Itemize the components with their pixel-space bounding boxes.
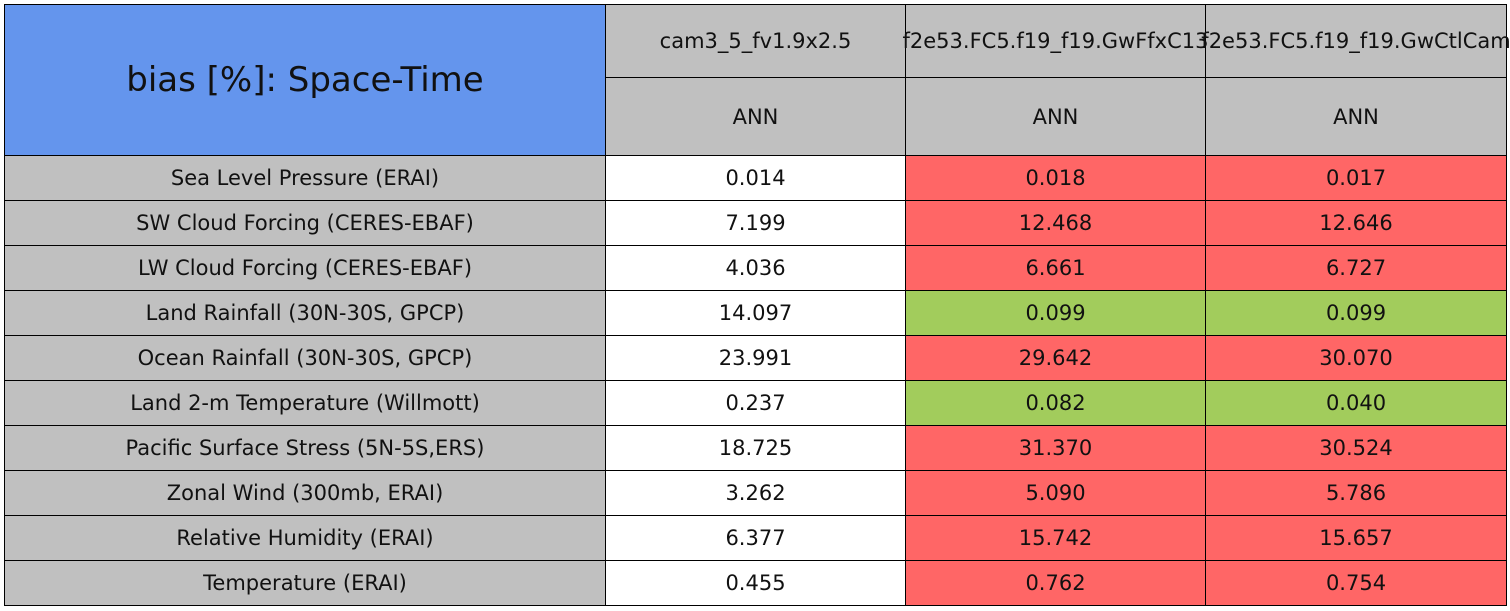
column-header: f2e53.FC5.f19_f19.GwCtlCam bbox=[1201, 29, 1510, 53]
value-cell: 30.524 bbox=[1205, 425, 1507, 471]
column-period: ANN bbox=[905, 77, 1206, 156]
value-cell: 15.742 bbox=[905, 515, 1206, 561]
value-cell: 5.090 bbox=[905, 470, 1206, 516]
value-cell: 31.370 bbox=[905, 425, 1206, 471]
value-cell: 0.082 bbox=[905, 380, 1206, 426]
value-cell: 0.754 bbox=[1205, 560, 1507, 606]
column-header: cam3_5_fv1.9x2.5 bbox=[659, 29, 852, 53]
value-cell: 0.099 bbox=[1205, 290, 1507, 336]
value-cell: 6.727 bbox=[1205, 245, 1507, 291]
row-label: Temperature (ERAI) bbox=[4, 560, 606, 606]
value-cell: 0.455 bbox=[605, 560, 906, 606]
value-cell: 0.014 bbox=[605, 155, 906, 201]
value-cell: 7.199 bbox=[605, 200, 906, 246]
column-header-cell bbox=[905, 4, 1206, 78]
value-cell: 23.991 bbox=[605, 335, 906, 381]
value-cell: 0.099 bbox=[905, 290, 1206, 336]
value-cell: 6.377 bbox=[605, 515, 906, 561]
row-label: Ocean Rainfall (30N-30S, GPCP) bbox=[4, 335, 606, 381]
table-title: bias [%]: Space-Time bbox=[4, 4, 606, 156]
value-cell: 6.661 bbox=[905, 245, 1206, 291]
value-cell: 18.725 bbox=[605, 425, 906, 471]
row-label: Zonal Wind (300mb, ERAI) bbox=[4, 470, 606, 516]
value-cell: 12.646 bbox=[1205, 200, 1507, 246]
column-header: f2e53.FC5.f19_f19.GwFfxC13 bbox=[902, 29, 1209, 53]
value-cell: 4.036 bbox=[605, 245, 906, 291]
row-label: SW Cloud Forcing (CERES-EBAF) bbox=[4, 200, 606, 246]
row-label: Land Rainfall (30N-30S, GPCP) bbox=[4, 290, 606, 336]
value-cell: 5.786 bbox=[1205, 470, 1507, 516]
row-label: LW Cloud Forcing (CERES-EBAF) bbox=[4, 245, 606, 291]
value-cell: 0.017 bbox=[1205, 155, 1507, 201]
row-label: Sea Level Pressure (ERAI) bbox=[4, 155, 606, 201]
value-cell: 0.237 bbox=[605, 380, 906, 426]
value-cell: 30.070 bbox=[1205, 335, 1507, 381]
value-cell: 0.040 bbox=[1205, 380, 1507, 426]
row-label: Land 2-m Temperature (Willmott) bbox=[4, 380, 606, 426]
value-cell: 3.262 bbox=[605, 470, 906, 516]
value-cell: 12.468 bbox=[905, 200, 1206, 246]
row-label: Pacific Surface Stress (5N-5S,ERS) bbox=[4, 425, 606, 471]
column-period: ANN bbox=[1205, 77, 1507, 156]
value-cell: 15.657 bbox=[1205, 515, 1507, 561]
value-cell: 0.018 bbox=[905, 155, 1206, 201]
value-cell: 0.762 bbox=[905, 560, 1206, 606]
row-label: Relative Humidity (ERAI) bbox=[4, 515, 606, 561]
value-cell: 14.097 bbox=[605, 290, 906, 336]
value-cell: 29.642 bbox=[905, 335, 1206, 381]
column-header-cell bbox=[1205, 4, 1507, 78]
column-period: ANN bbox=[605, 77, 906, 156]
